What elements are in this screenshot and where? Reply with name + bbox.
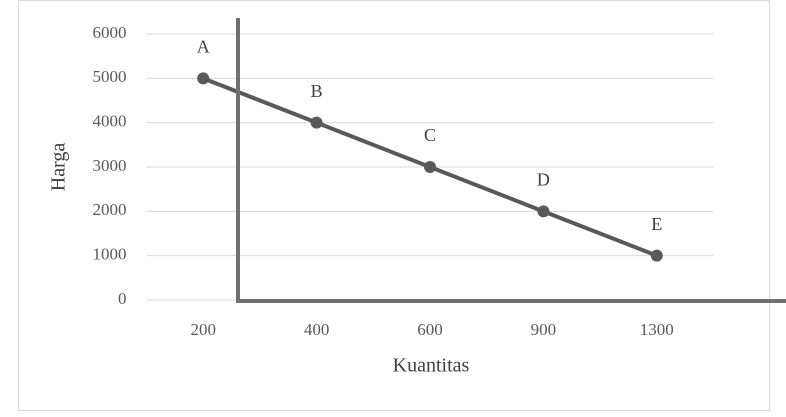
x-tick-label: 1300 [640,320,674,339]
y-tick-label: 0 [118,289,127,308]
marker [197,72,210,85]
x-axis-label: Kuantitas [393,355,470,377]
point-label: C [424,125,436,145]
point-label: B [311,81,323,101]
y-tick-label: 4000 [93,112,127,131]
marker [537,205,550,218]
x-tick-label: 900 [531,320,557,339]
point-label: A [197,36,210,56]
y-tick-label: 6000 [93,23,127,42]
x-tick-label: 600 [417,320,443,339]
y-tick-label: 5000 [93,67,127,86]
y-tick-label: 2000 [93,200,127,219]
point-label: E [651,214,662,234]
point-label: D [537,169,550,189]
y-tick-label: 1000 [93,245,127,264]
x-tick-label: 400 [304,320,330,339]
marker [310,116,323,129]
plot: 0 1000 2000 3000 4000 5000 6000 200 400 600 900 130… [93,23,714,339]
y-axis-label: Harga [48,143,70,192]
marker [424,161,436,173]
chart-border [18,0,770,411]
marker [650,249,663,262]
y-tick-label: 3000 [93,156,127,175]
x-tick-label: 200 [190,320,216,339]
